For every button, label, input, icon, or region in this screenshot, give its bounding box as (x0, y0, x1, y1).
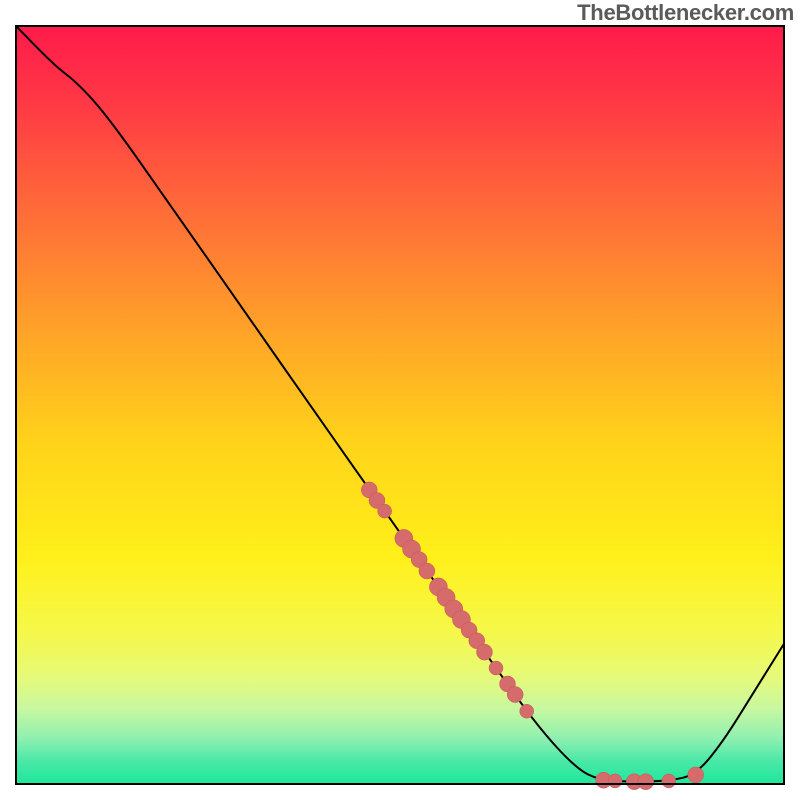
data-marker (378, 504, 392, 518)
data-marker (419, 563, 435, 579)
gradient-background (16, 26, 784, 784)
data-marker (662, 774, 676, 788)
data-marker (608, 774, 622, 788)
data-marker (507, 687, 523, 703)
bottleneck-chart: TheBottlenecker.com (0, 0, 800, 800)
plot-area (16, 26, 784, 790)
data-marker (520, 704, 534, 718)
data-marker (638, 774, 654, 790)
data-marker (489, 661, 503, 675)
data-marker (476, 644, 492, 660)
data-marker (688, 767, 704, 783)
watermark-text: TheBottlenecker.com (577, 0, 794, 26)
chart-svg (0, 0, 800, 800)
